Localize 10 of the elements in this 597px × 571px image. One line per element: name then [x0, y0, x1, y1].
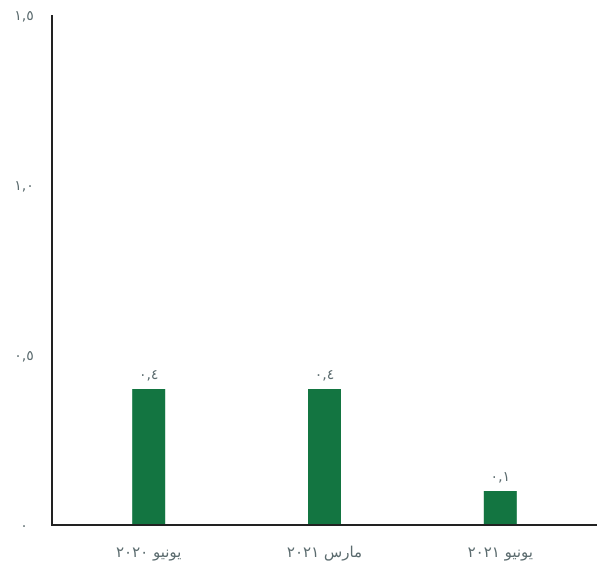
- x-tick-label: يونيو ٢٠٢١: [468, 543, 533, 561]
- y-tick-label: ١,٠: [14, 178, 34, 194]
- data-label: ٠,٤: [314, 367, 334, 383]
- y-tick-label: ٠: [20, 518, 28, 534]
- x-tick-label: مارس ٢٠٢١: [286, 543, 362, 561]
- y-tick-label: ٠,٥: [14, 348, 34, 364]
- y-tick-label: ١,٥: [14, 8, 34, 24]
- data-label: ٠,٤: [138, 367, 158, 383]
- x-tick-label: يونيو ٢٠٢٠: [116, 543, 182, 561]
- data-label: ٠,١: [490, 469, 510, 485]
